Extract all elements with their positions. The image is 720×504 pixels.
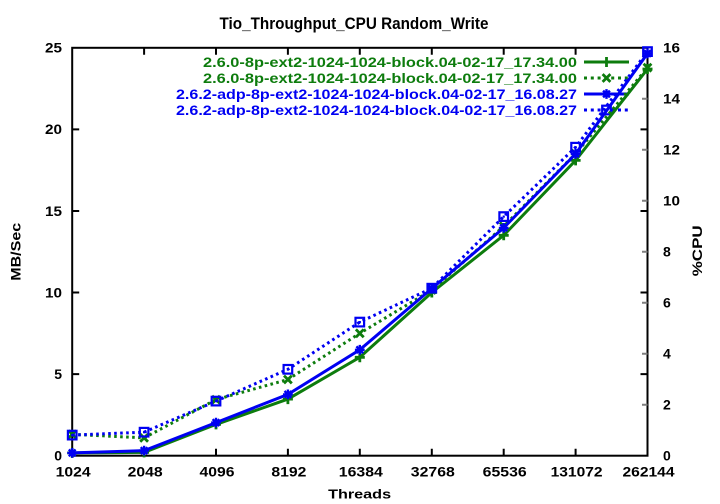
svg-text:10: 10 — [45, 284, 62, 300]
svg-text:1024: 1024 — [56, 463, 91, 479]
svg-text:6: 6 — [663, 295, 671, 311]
svg-text:2048: 2048 — [128, 463, 163, 479]
svg-text:Threads: Threads — [328, 487, 391, 502]
svg-text:2.6.2-adp-8p-ext2-1024-1024-bl: 2.6.2-adp-8p-ext2-1024-1024-block.04-02-… — [176, 86, 577, 102]
svg-text:131072: 131072 — [551, 463, 603, 479]
svg-text:0: 0 — [54, 448, 62, 464]
svg-text:32768: 32768 — [411, 463, 455, 479]
svg-text:2: 2 — [663, 397, 671, 413]
svg-text:5: 5 — [54, 366, 62, 382]
svg-text:8: 8 — [663, 244, 671, 260]
svg-text:4: 4 — [663, 346, 671, 362]
svg-text:2.6.0-8p-ext2-1024-1024-block.: 2.6.0-8p-ext2-1024-1024-block.04-02-17_1… — [203, 70, 577, 86]
svg-text:14: 14 — [663, 91, 680, 107]
svg-text:262144: 262144 — [623, 463, 675, 479]
svg-text:2.6.0-8p-ext2-1024-1024-block.: 2.6.0-8p-ext2-1024-1024-block.04-02-17_1… — [203, 54, 577, 70]
svg-text:20: 20 — [45, 121, 62, 137]
svg-text:15: 15 — [45, 203, 62, 219]
svg-text:16: 16 — [663, 40, 680, 56]
svg-text:12: 12 — [663, 142, 680, 158]
svg-text:16384: 16384 — [339, 463, 383, 479]
svg-text:65536: 65536 — [483, 463, 527, 479]
svg-text:4096: 4096 — [200, 463, 235, 479]
svg-text:0: 0 — [663, 448, 671, 464]
svg-text:2.6.2-adp-8p-ext2-1024-1024-bl: 2.6.2-adp-8p-ext2-1024-1024-block.04-02-… — [176, 102, 577, 118]
svg-text:10: 10 — [663, 193, 680, 209]
svg-text:8192: 8192 — [271, 463, 306, 479]
svg-text:Tio_Throughput_CPU Random_Writ: Tio_Throughput_CPU Random_Write — [220, 15, 489, 33]
svg-text:MB/Sec: MB/Sec — [7, 223, 23, 281]
svg-text:%CPU: %CPU — [689, 225, 705, 276]
svg-text:25: 25 — [45, 40, 62, 56]
